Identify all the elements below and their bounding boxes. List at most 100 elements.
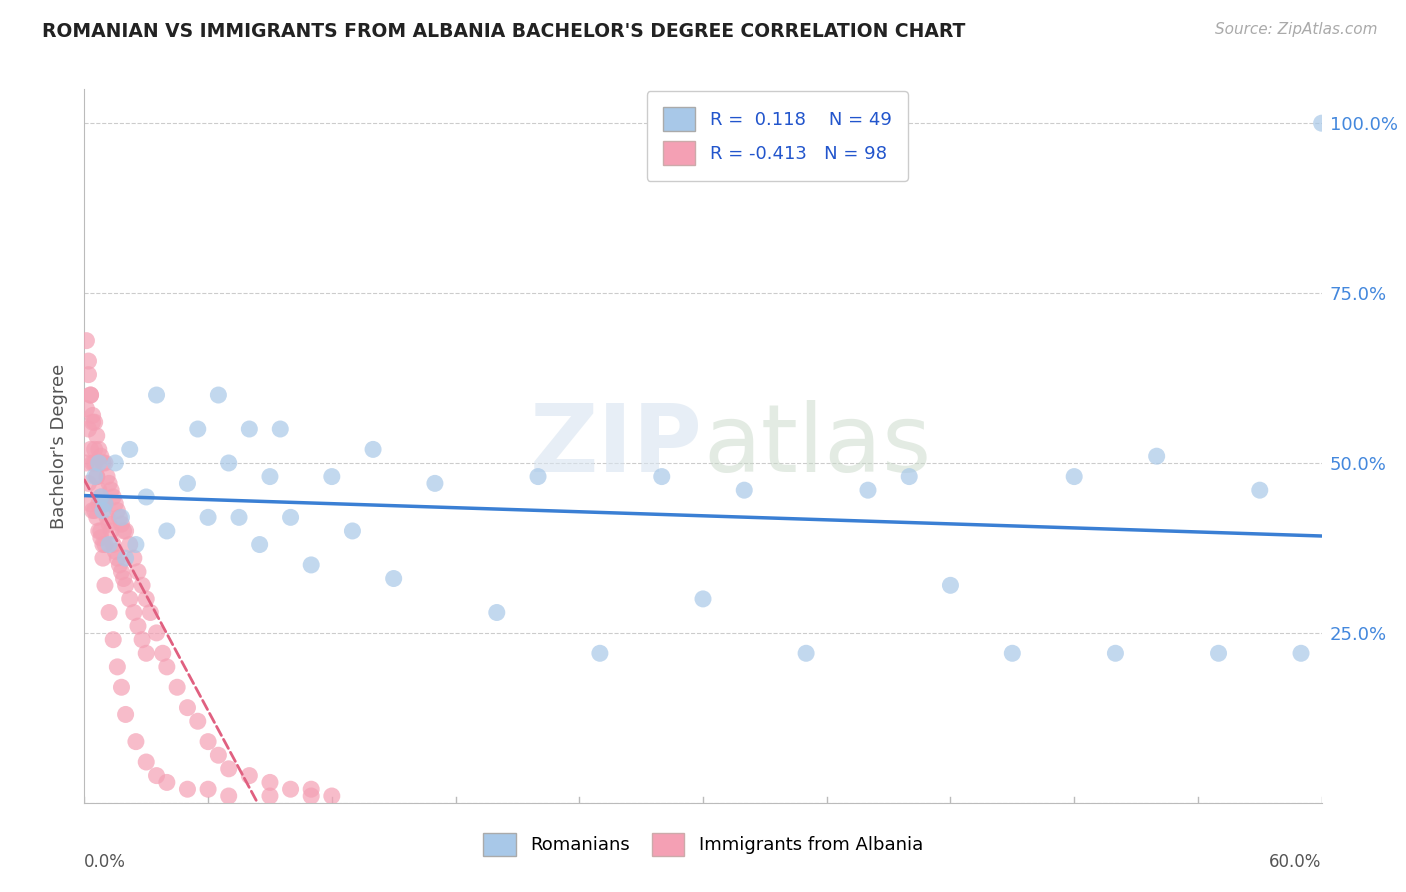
Point bbox=[135, 591, 157, 606]
Point bbox=[87, 442, 110, 457]
Point bbox=[90, 524, 112, 538]
Point bbox=[103, 632, 125, 647]
Text: 0.0%: 0.0% bbox=[84, 853, 127, 871]
Point bbox=[197, 782, 219, 797]
Point bbox=[79, 388, 101, 402]
Point bbox=[105, 660, 128, 674]
Point bbox=[651, 469, 673, 483]
Point bbox=[589, 646, 612, 660]
Point bbox=[104, 544, 127, 558]
Point bbox=[91, 551, 114, 566]
Point bbox=[794, 646, 817, 660]
Point bbox=[94, 497, 117, 511]
Point bbox=[87, 456, 110, 470]
Point bbox=[125, 734, 148, 748]
Point bbox=[135, 755, 157, 769]
Point bbox=[259, 789, 281, 803]
Point bbox=[100, 524, 122, 538]
Point bbox=[108, 558, 131, 572]
Point bbox=[228, 510, 250, 524]
Point bbox=[112, 572, 135, 586]
Point bbox=[238, 769, 260, 783]
Point bbox=[105, 551, 128, 566]
Point bbox=[98, 517, 121, 532]
Point bbox=[98, 537, 121, 551]
Point bbox=[91, 497, 114, 511]
Point bbox=[91, 503, 114, 517]
Point bbox=[187, 714, 209, 729]
Point bbox=[127, 619, 149, 633]
Point bbox=[280, 782, 302, 797]
Point bbox=[207, 388, 229, 402]
Point bbox=[125, 537, 148, 551]
Point bbox=[197, 510, 219, 524]
Point bbox=[79, 497, 101, 511]
Point bbox=[382, 572, 405, 586]
Point bbox=[249, 537, 271, 551]
Point bbox=[83, 469, 105, 483]
Point bbox=[342, 524, 364, 538]
Point bbox=[86, 469, 108, 483]
Point bbox=[96, 469, 118, 483]
Point bbox=[118, 442, 141, 457]
Point bbox=[156, 775, 179, 789]
Point bbox=[94, 497, 117, 511]
Point bbox=[98, 606, 121, 620]
Point bbox=[79, 388, 101, 402]
Point bbox=[1208, 646, 1230, 660]
Point bbox=[127, 565, 149, 579]
Point bbox=[94, 578, 117, 592]
Point bbox=[82, 456, 104, 470]
Point bbox=[218, 762, 240, 776]
Point bbox=[79, 442, 101, 457]
Point bbox=[299, 789, 322, 803]
Point bbox=[176, 782, 198, 797]
Point bbox=[83, 442, 105, 457]
Point bbox=[90, 449, 112, 463]
Point bbox=[135, 646, 157, 660]
Point bbox=[110, 510, 132, 524]
Point bbox=[110, 680, 132, 694]
Point bbox=[114, 551, 136, 566]
Point bbox=[218, 789, 240, 803]
Point bbox=[1001, 646, 1024, 660]
Point bbox=[238, 422, 260, 436]
Point bbox=[259, 775, 281, 789]
Point bbox=[280, 510, 302, 524]
Point bbox=[108, 510, 131, 524]
Point bbox=[96, 510, 118, 524]
Point bbox=[83, 415, 105, 429]
Point bbox=[269, 422, 291, 436]
Legend: Romanians, Immigrants from Albania: Romanians, Immigrants from Albania bbox=[474, 824, 932, 865]
Point bbox=[86, 469, 108, 483]
Point bbox=[103, 490, 125, 504]
Point bbox=[733, 483, 755, 498]
Point bbox=[321, 469, 343, 483]
Point bbox=[259, 469, 281, 483]
Point bbox=[77, 422, 100, 436]
Point bbox=[145, 626, 167, 640]
Point bbox=[145, 388, 167, 402]
Point bbox=[485, 606, 508, 620]
Point bbox=[135, 490, 157, 504]
Point bbox=[156, 660, 179, 674]
Point bbox=[90, 490, 112, 504]
Point bbox=[94, 537, 117, 551]
Point bbox=[1310, 116, 1333, 130]
Point bbox=[98, 476, 121, 491]
Point bbox=[82, 503, 104, 517]
Point bbox=[139, 606, 162, 620]
Point bbox=[321, 789, 343, 803]
Point bbox=[83, 503, 105, 517]
Point bbox=[114, 707, 136, 722]
Point bbox=[91, 537, 114, 551]
Point bbox=[118, 537, 141, 551]
Point bbox=[77, 476, 100, 491]
Point bbox=[131, 578, 153, 592]
Text: Source: ZipAtlas.com: Source: ZipAtlas.com bbox=[1215, 22, 1378, 37]
Point bbox=[898, 469, 921, 483]
Point bbox=[100, 483, 122, 498]
Point bbox=[87, 524, 110, 538]
Point bbox=[361, 442, 384, 457]
Point bbox=[176, 476, 198, 491]
